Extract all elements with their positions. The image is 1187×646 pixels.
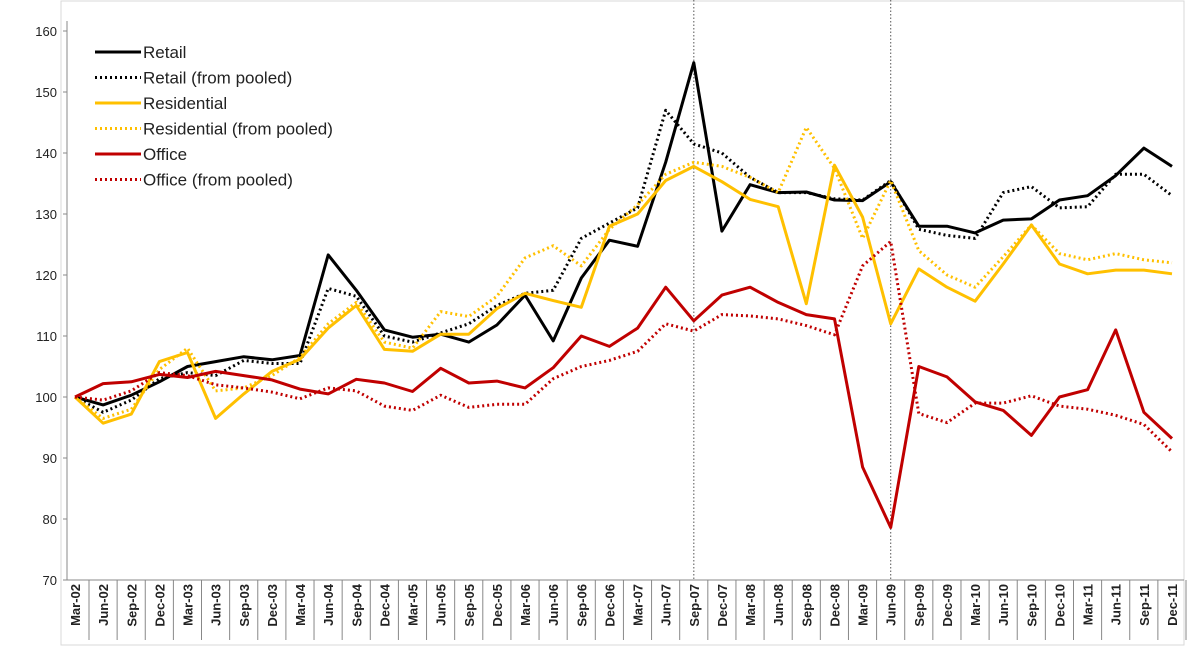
x-tick-label: Sep-10 bbox=[1024, 584, 1039, 627]
x-tick-label: Jun-10 bbox=[996, 584, 1011, 626]
y-tick-label: 110 bbox=[36, 329, 57, 344]
x-tick-label: Jun-06 bbox=[546, 584, 561, 626]
y-tick-label: 150 bbox=[35, 85, 57, 100]
x-tick-label: Dec-02 bbox=[152, 584, 167, 627]
chart-frame bbox=[60, 0, 1185, 646]
x-tick-label: Dec-07 bbox=[715, 584, 730, 627]
x-tick-label: Mar-10 bbox=[968, 584, 983, 626]
y-tick-label: 160 bbox=[35, 24, 57, 39]
legend-label: Retail (from pooled) bbox=[143, 69, 292, 88]
y-tick-label: 70 bbox=[43, 573, 57, 588]
y-tick-label: 80 bbox=[43, 512, 57, 527]
x-tick-label: Sep-04 bbox=[349, 583, 364, 626]
x-tick-label: Jun-03 bbox=[209, 584, 224, 626]
series-line bbox=[74, 61, 1173, 407]
x-tick-label: Mar-09 bbox=[856, 584, 871, 626]
y-tick-label: 140 bbox=[35, 146, 57, 161]
x-tick-label: Sep-03 bbox=[237, 584, 252, 627]
series-line bbox=[73, 163, 1173, 425]
series-line bbox=[74, 108, 1173, 414]
legend-label: Office (from pooled) bbox=[143, 171, 293, 190]
y-tick-label: 90 bbox=[43, 451, 57, 466]
series-line bbox=[74, 125, 1173, 420]
x-tick-label: Mar-06 bbox=[518, 584, 533, 626]
x-tick-label: Mar-05 bbox=[406, 584, 421, 626]
x-tick-label: Dec-03 bbox=[265, 584, 280, 627]
series-line bbox=[74, 285, 1174, 529]
legend-label: Office bbox=[143, 145, 187, 164]
x-tick-label: Jun-07 bbox=[659, 584, 674, 626]
x-tick-label: Jun-04 bbox=[321, 583, 336, 626]
y-tick-label: 120 bbox=[35, 268, 57, 283]
x-tick-label: Jun-08 bbox=[771, 584, 786, 626]
x-tick-label: Mar-07 bbox=[631, 584, 646, 626]
x-tick-label: Dec-06 bbox=[602, 584, 617, 627]
x-tick-label: Mar-11 bbox=[1081, 584, 1096, 625]
x-tick-label: Jun-02 bbox=[96, 584, 111, 626]
x-tick-label: Jun-09 bbox=[884, 584, 899, 626]
y-tick-label: 130 bbox=[35, 207, 57, 222]
x-tick-label: Mar-04 bbox=[293, 583, 308, 626]
y-tick-label: 100 bbox=[35, 390, 57, 405]
x-tick-label: Sep-07 bbox=[687, 584, 702, 627]
x-tick-label: Mar-08 bbox=[743, 584, 758, 626]
x-tick-label: Dec-10 bbox=[1052, 584, 1067, 627]
x-tick-label: Dec-09 bbox=[940, 584, 955, 627]
x-tick-label: Mar-03 bbox=[181, 584, 196, 626]
x-tick-label: Sep-08 bbox=[799, 584, 814, 627]
legend-label: Residential bbox=[143, 94, 227, 113]
x-tick-label: Sep-11 bbox=[1137, 584, 1152, 626]
x-tick-label: Dec-04 bbox=[377, 583, 392, 626]
x-tick-label: Dec-05 bbox=[490, 584, 505, 627]
x-tick-label: Sep-06 bbox=[574, 584, 589, 627]
x-tick-label: Jun-11 bbox=[1109, 584, 1124, 625]
x-tick-label: Dec-11 bbox=[1165, 584, 1180, 626]
x-tick-label: Sep-02 bbox=[124, 584, 139, 627]
legend-label: Residential (from pooled) bbox=[143, 120, 333, 139]
legend-label: Retail bbox=[143, 43, 186, 62]
x-tick-label: Mar-02 bbox=[68, 584, 83, 626]
x-tick-label: Jun-05 bbox=[434, 584, 449, 626]
x-tick-label: Sep-09 bbox=[912, 584, 927, 627]
x-tick-label: Sep-05 bbox=[462, 584, 477, 627]
series-line bbox=[74, 239, 1174, 453]
x-tick-label: Dec-08 bbox=[827, 584, 842, 627]
